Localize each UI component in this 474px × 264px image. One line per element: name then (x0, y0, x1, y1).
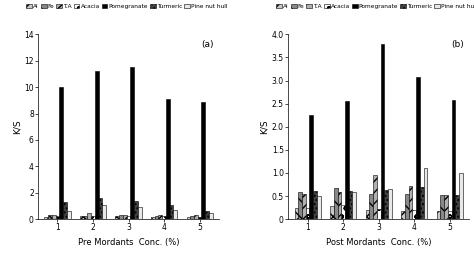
Bar (345, 101, 349, 219)
Bar (377, 209, 381, 219)
Bar (317, 196, 320, 219)
Bar (173, 210, 177, 219)
Bar (452, 100, 456, 219)
Bar (448, 211, 452, 219)
Bar (134, 201, 138, 219)
Bar (349, 191, 353, 219)
Bar (337, 192, 341, 219)
Bar (444, 195, 448, 219)
Bar (388, 189, 392, 219)
Bar (80, 216, 84, 219)
Bar (116, 216, 119, 219)
Legend: Al, Fe, T.A, Acacia, Pomegranate, Turmeric, Pine nut hull: Al, Fe, T.A, Acacia, Pomegranate, Turmer… (276, 4, 474, 9)
X-axis label: Post Mordants  Conc. (%): Post Mordants Conc. (%) (326, 238, 431, 247)
Bar (130, 67, 134, 219)
Bar (166, 99, 170, 219)
Y-axis label: K/S: K/S (12, 119, 21, 134)
Bar (55, 216, 59, 219)
Bar (151, 217, 155, 219)
Bar (365, 210, 369, 219)
Bar (158, 215, 162, 219)
Bar (201, 102, 205, 219)
Bar (294, 208, 298, 219)
Bar (59, 87, 63, 219)
Bar (45, 217, 48, 219)
Bar (138, 207, 142, 219)
Bar (63, 202, 67, 219)
Bar (310, 115, 313, 219)
Bar (187, 217, 190, 219)
Bar (456, 195, 459, 219)
Legend: Al, Fe, T.A, Acacia, Pomegranate, Turmeric, Pine nut hull: Al, Fe, T.A, Acacia, Pomegranate, Turmer… (27, 4, 228, 9)
Bar (194, 214, 198, 219)
Bar (87, 213, 91, 219)
Bar (127, 216, 130, 219)
Bar (155, 216, 158, 219)
Bar (102, 205, 106, 219)
Bar (162, 216, 166, 219)
Bar (420, 187, 423, 219)
Bar (437, 211, 440, 219)
Bar (313, 191, 317, 219)
Bar (209, 213, 213, 219)
Bar (48, 215, 52, 219)
Bar (369, 194, 373, 219)
Bar (459, 173, 463, 219)
Bar (373, 175, 377, 219)
Text: (b): (b) (451, 40, 464, 49)
Bar (84, 216, 87, 219)
Bar (306, 208, 310, 219)
Bar (423, 168, 427, 219)
Bar (298, 192, 302, 219)
Bar (334, 188, 337, 219)
Text: (a): (a) (201, 40, 214, 49)
Bar (330, 206, 334, 219)
Bar (341, 205, 345, 219)
Bar (412, 210, 416, 219)
Bar (198, 217, 201, 219)
Bar (52, 214, 55, 219)
Bar (440, 195, 444, 219)
Bar (381, 44, 384, 219)
Bar (205, 211, 209, 219)
Bar (95, 70, 99, 219)
Y-axis label: K/S: K/S (260, 119, 269, 134)
Bar (416, 77, 420, 219)
Bar (401, 211, 405, 219)
Bar (119, 215, 123, 219)
Bar (99, 198, 102, 219)
Bar (384, 190, 388, 219)
Bar (405, 194, 409, 219)
Bar (302, 194, 306, 219)
Bar (353, 192, 356, 219)
Bar (170, 205, 173, 219)
X-axis label: Pre Mordants  Conc. (%): Pre Mordants Conc. (%) (78, 238, 179, 247)
Bar (91, 216, 95, 219)
Bar (67, 211, 71, 219)
Bar (190, 216, 194, 219)
Bar (409, 186, 412, 219)
Bar (123, 214, 127, 219)
